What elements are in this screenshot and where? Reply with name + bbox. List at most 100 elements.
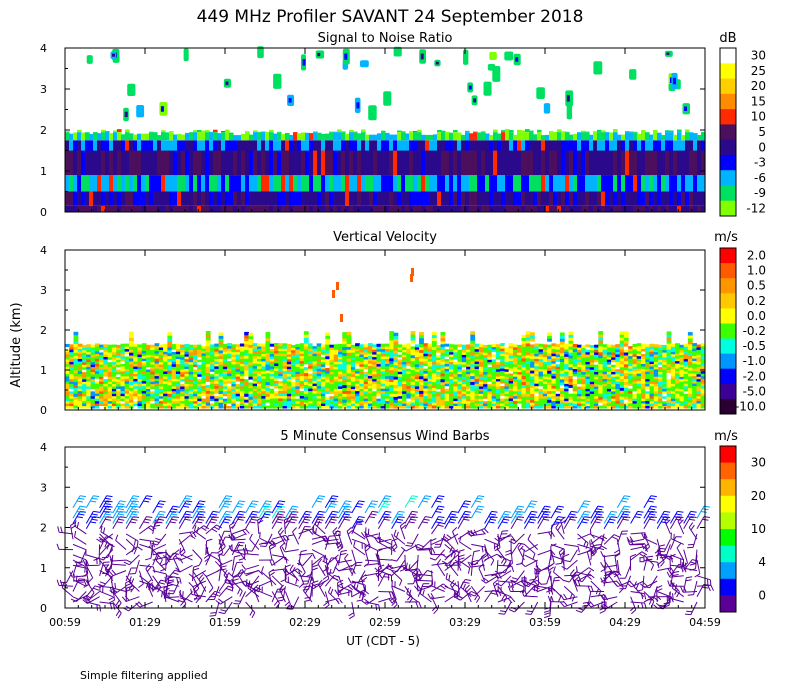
velocity-cell	[687, 358, 693, 362]
velocity-cell	[525, 334, 531, 338]
velocity-cell	[402, 366, 407, 370]
velocity-cell	[210, 395, 215, 399]
velocity-cell	[163, 405, 168, 409]
velocity-cell	[513, 368, 518, 372]
velocity-cell	[470, 372, 476, 377]
velocity-cell	[564, 363, 569, 367]
velocity-cell	[666, 357, 672, 362]
velocity-cell	[227, 405, 232, 409]
velocity-cell	[338, 385, 343, 389]
velocity-cell	[158, 344, 164, 348]
snr-cell	[253, 175, 258, 192]
velocity-cell	[227, 368, 232, 372]
velocity-cell	[649, 348, 655, 352]
velocity-cell	[329, 393, 335, 397]
velocity-cell	[538, 375, 544, 379]
velocity-cell	[508, 405, 514, 409]
snr-cell	[73, 205, 78, 212]
velocity-cell	[363, 346, 369, 350]
velocity-cell	[623, 390, 629, 394]
velocity-cell	[188, 383, 194, 387]
velocity-cell	[252, 368, 258, 372]
velocity-cell	[551, 400, 557, 404]
snr-cell	[401, 191, 406, 206]
velocity-cell	[466, 378, 471, 382]
velocity-cell	[474, 358, 480, 362]
velocity-cell	[252, 358, 258, 362]
snr-echo-core	[302, 59, 306, 66]
velocity-cell	[82, 395, 87, 399]
velocity-cell	[235, 371, 241, 375]
velocity-cell	[423, 368, 429, 372]
velocity-cell	[244, 358, 249, 362]
velocity-cell	[231, 363, 237, 367]
velocity-cell	[367, 388, 373, 391]
velocity-cell	[645, 359, 651, 362]
velocity-cell	[269, 383, 275, 387]
velocity-cell	[696, 376, 702, 380]
snr-cell	[249, 140, 254, 151]
velocity-cell	[103, 368, 109, 372]
snr-cell	[425, 140, 430, 151]
snr-cell	[237, 150, 242, 176]
velocity-cell	[632, 393, 638, 397]
velocity-cell	[261, 346, 267, 350]
snr-cell	[633, 191, 638, 206]
velocity-cell	[77, 346, 83, 350]
velocity-cell	[197, 364, 203, 367]
velocity-cell	[316, 370, 322, 374]
velocity-cell	[615, 385, 621, 389]
velocity-cell	[555, 400, 561, 404]
velocity-cell	[495, 344, 501, 348]
velocity-cell	[615, 349, 621, 352]
snr-cell	[245, 150, 250, 176]
velocity-cell	[338, 388, 343, 392]
velocity-cell	[282, 398, 288, 401]
velocity-cell	[675, 370, 680, 374]
velocity-cell	[286, 385, 292, 389]
snr-cell	[429, 205, 434, 212]
snr-cell	[129, 191, 134, 206]
velocity-cell	[504, 351, 510, 355]
velocity-cell	[666, 360, 672, 365]
snr-cell	[617, 134, 622, 141]
velocity-cell	[385, 353, 390, 357]
velocity-cell	[598, 375, 604, 379]
snr-cell	[313, 175, 318, 192]
velocity-cell	[124, 380, 130, 384]
velocity-cell	[235, 358, 241, 362]
snr-echo-core	[317, 52, 321, 57]
snr-cell	[309, 191, 314, 206]
velocity-cell	[662, 371, 668, 375]
velocity-cell	[171, 376, 177, 379]
velocity-cell	[589, 378, 595, 382]
velocity-cell	[124, 356, 130, 359]
velocity-cell	[363, 383, 369, 387]
velocity-cell	[197, 386, 203, 389]
velocity-cell	[372, 351, 377, 355]
snr-cell	[277, 175, 282, 192]
velocity-cell	[645, 393, 651, 397]
velocity-cell	[303, 331, 309, 335]
snr-echo	[393, 46, 402, 57]
snr-cell	[445, 140, 450, 151]
velocity-cell	[146, 354, 151, 358]
velocity-cell	[393, 393, 399, 397]
snr-cell	[125, 129, 130, 133]
snr-cell	[693, 205, 698, 212]
velocity-cell	[483, 398, 488, 402]
snr-cell	[81, 140, 86, 151]
velocity-cell	[410, 342, 416, 347]
snr-cell	[285, 175, 290, 192]
snr-cell	[685, 129, 690, 132]
velocity-cell	[517, 383, 523, 387]
velocity-cell	[380, 351, 386, 355]
velocity-cell	[222, 400, 228, 404]
snr-echo	[360, 60, 369, 68]
velocity-cell	[559, 338, 565, 342]
velocity-cell	[474, 361, 480, 364]
velocity-cell	[333, 390, 339, 394]
snr-cell	[425, 175, 430, 192]
snr-cell	[477, 150, 482, 176]
velocity-cell	[231, 366, 237, 370]
